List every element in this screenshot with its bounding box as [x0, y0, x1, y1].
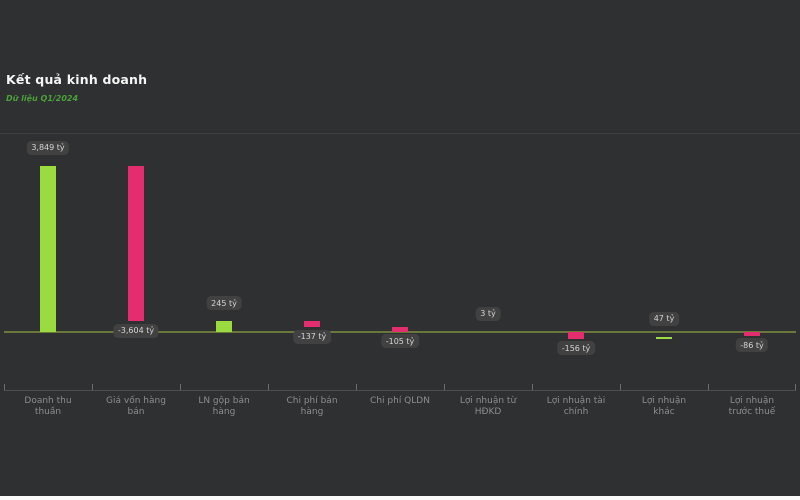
waterfall-bar-2[interactable]	[128, 165, 144, 322]
x-axis-tick	[92, 384, 93, 390]
waterfall-bar-7[interactable]	[568, 331, 584, 339]
category-label: Lợi nhuận trước thuế	[728, 396, 776, 417]
plot-top-border	[0, 133, 800, 134]
value-badge: 3 tỷ	[475, 306, 501, 321]
value-badge: 245 tỷ	[206, 296, 242, 311]
value-badge: -156 tỷ	[557, 341, 595, 356]
x-axis-tick	[180, 384, 181, 390]
waterfall-bar-1[interactable]	[40, 165, 56, 332]
value-badge: 3,849 tỷ	[26, 140, 70, 155]
x-axis-tick	[708, 384, 709, 390]
value-badge: -3,604 tỷ	[113, 323, 159, 338]
waterfall-bar-8[interactable]	[656, 336, 672, 339]
x-axis-tick	[4, 384, 5, 390]
value-badge: -105 tỷ	[381, 334, 419, 349]
x-axis-tick	[444, 384, 445, 390]
category-label: Doanh thu thuần	[24, 396, 72, 417]
category-label: Lợi nhuận tài chính	[546, 396, 606, 417]
category-label: Lợi nhuận từ HĐKD	[459, 396, 517, 417]
x-axis-line	[4, 390, 796, 391]
waterfall-bar-5[interactable]	[392, 327, 408, 332]
category-label: Giá vốn hàng bán	[106, 396, 166, 417]
chart-subtitle: Dữ liệu Q1/2024	[6, 94, 79, 103]
waterfall-bar-3[interactable]	[216, 321, 232, 332]
x-axis-tick	[620, 384, 621, 390]
category-label: Chi phí QLDN	[370, 396, 430, 406]
value-badge: -137 tỷ	[293, 329, 331, 344]
category-label: Lợi nhuận khác	[641, 396, 687, 417]
x-axis-tick	[795, 384, 796, 390]
x-axis-tick	[356, 384, 357, 390]
x-axis-tick	[268, 384, 269, 390]
value-badge: 47 tỷ	[649, 311, 679, 326]
chart-title: Kết quả kinh doanh	[6, 72, 148, 87]
category-label: LN gộp bán hàng	[198, 396, 250, 417]
waterfall-bar-4[interactable]	[304, 321, 320, 328]
value-badge: -86 tỷ	[735, 338, 769, 353]
category-label: Chi phí bán hàng	[286, 396, 338, 417]
waterfall-bar-9[interactable]	[744, 332, 760, 336]
x-axis-tick	[532, 384, 533, 390]
page-bottom-strip	[0, 496, 800, 500]
